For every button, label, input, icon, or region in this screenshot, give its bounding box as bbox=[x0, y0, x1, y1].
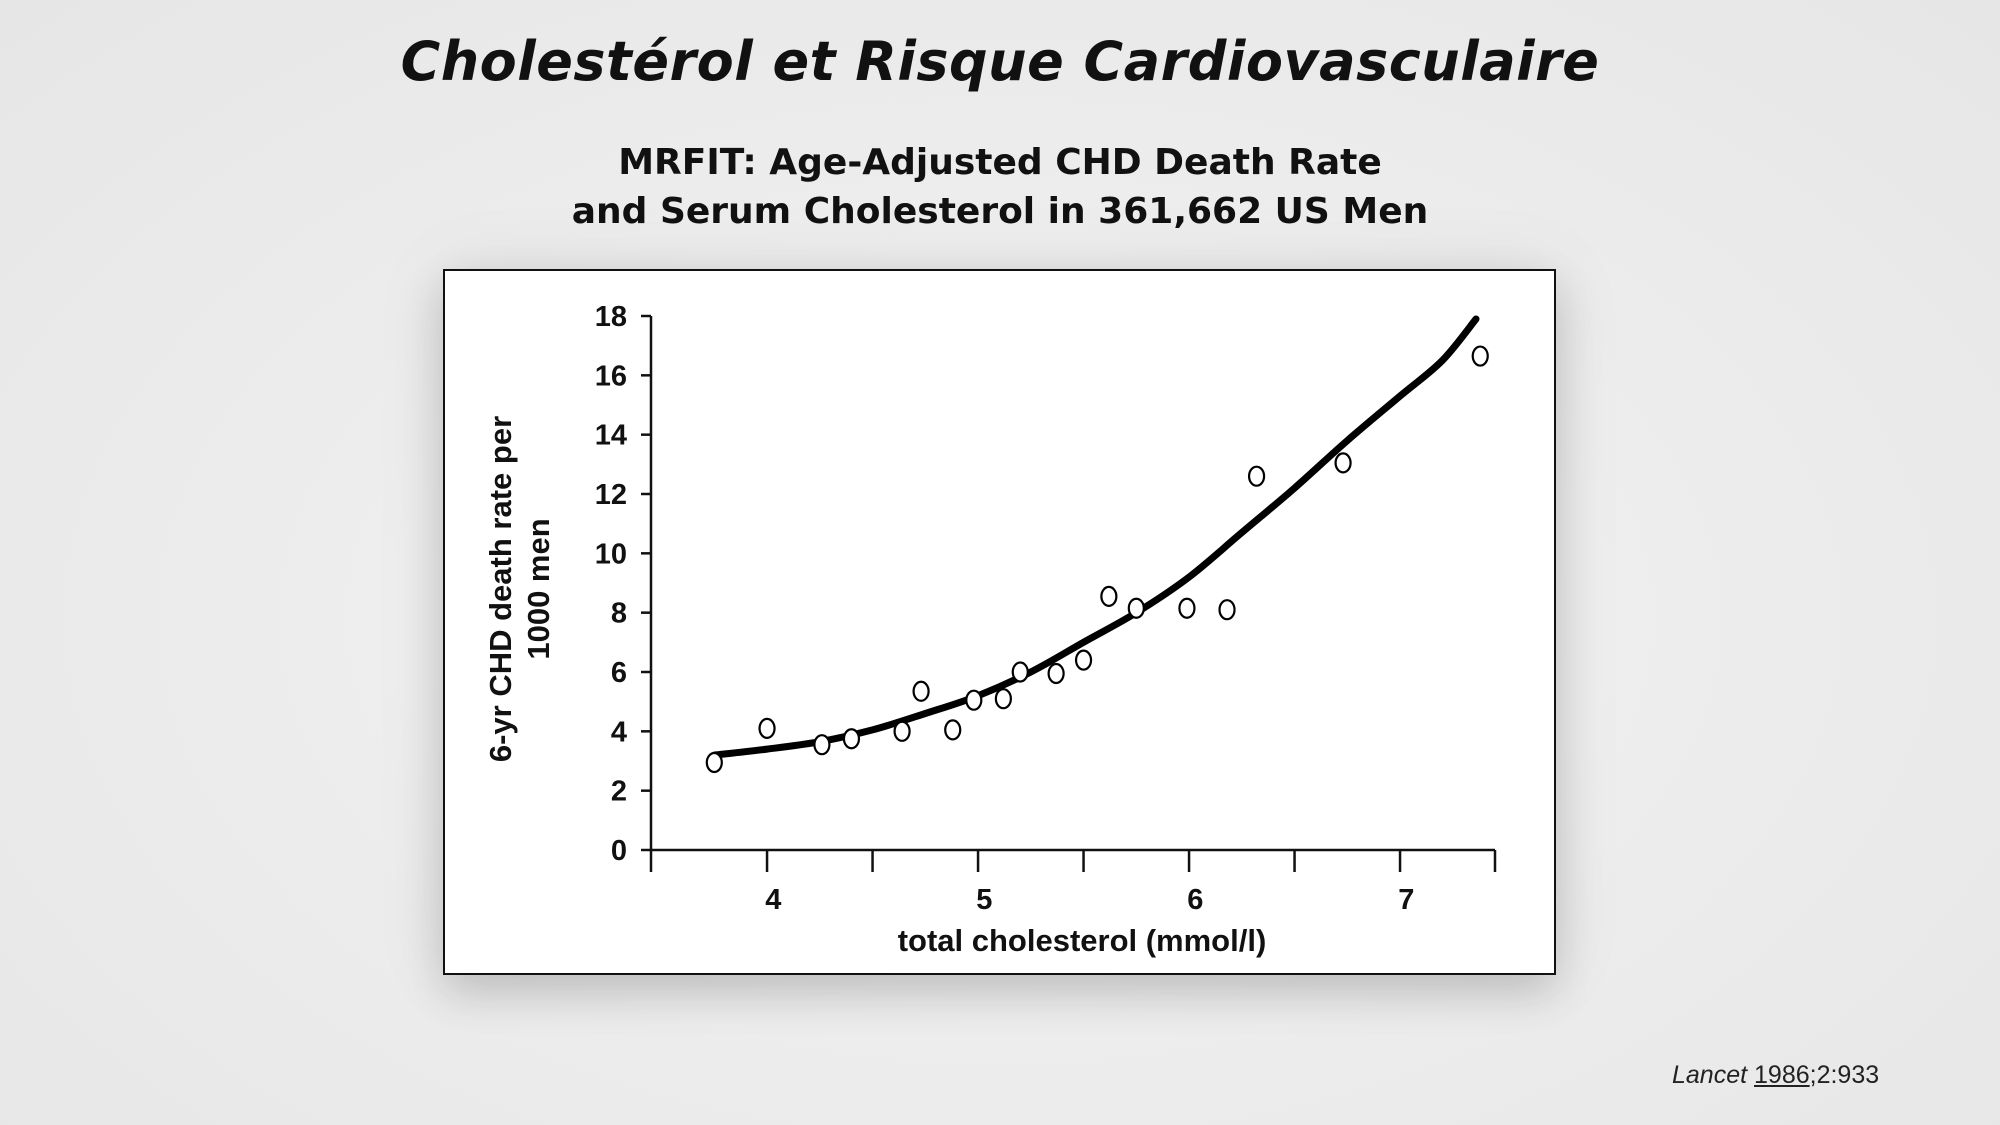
data-point bbox=[758, 717, 776, 739]
data-point bbox=[1334, 452, 1352, 474]
data-point bbox=[1100, 585, 1118, 607]
data-point bbox=[912, 680, 930, 702]
fitted-curve bbox=[710, 315, 1480, 759]
data-point bbox=[1218, 599, 1236, 621]
data-point bbox=[842, 728, 861, 750]
data-point bbox=[813, 734, 831, 756]
y-tick-label: 6 bbox=[611, 657, 627, 689]
y-tick-label: 4 bbox=[611, 716, 627, 748]
data-point bbox=[1011, 661, 1029, 683]
citation: Lancet 1986;2:933 bbox=[1672, 1061, 1879, 1090]
subtitle-line-2: and Serum Cholesterol in 361,662 US Men bbox=[571, 191, 1429, 232]
axes: 0 2 4 6 8 10 12 14 16 18 4 5 6 7 bbox=[595, 301, 1497, 916]
y-tick-label: 0 bbox=[611, 835, 627, 867]
data-point bbox=[1127, 597, 1145, 619]
data-point bbox=[705, 751, 723, 774]
y-tick-label: 10 bbox=[595, 538, 627, 570]
chart-panel: 0 2 4 6 8 10 12 14 16 18 4 5 6 7 total cholesterol (m… bbox=[443, 269, 1556, 975]
y-tick-label: 2 bbox=[611, 776, 627, 808]
citation-journal: Lancet bbox=[1672, 1061, 1748, 1089]
data-point bbox=[994, 688, 1012, 710]
y-tick-label: 18 bbox=[595, 301, 627, 333]
chart-subtitle: MRFIT: Age-Adjusted CHD Death Rate and S… bbox=[500, 138, 1500, 236]
data-point bbox=[1178, 597, 1196, 619]
data-point bbox=[1074, 649, 1093, 671]
data-point bbox=[1047, 662, 1065, 685]
data-point bbox=[893, 720, 911, 742]
citation-volume: ;2:933 bbox=[1809, 1061, 1880, 1089]
slide-title: Cholestérol et Risque Cardiovasculaire bbox=[400, 30, 1600, 93]
x-tick-label: 4 bbox=[765, 884, 781, 916]
data-point bbox=[1247, 465, 1266, 487]
axis-labels: total cholesterol (mmol/l) 6-yr CHD deat… bbox=[483, 416, 1266, 958]
data-point bbox=[965, 689, 983, 711]
fitted-curve-group bbox=[710, 315, 1480, 759]
data-point bbox=[1471, 345, 1489, 367]
subtitle-line-1: MRFIT: Age-Adjusted CHD Death Rate bbox=[618, 142, 1382, 183]
y-tick-label: 12 bbox=[595, 479, 627, 511]
y-tick-label: 16 bbox=[595, 360, 627, 392]
data-point bbox=[944, 719, 962, 741]
y-tick-label: 14 bbox=[595, 420, 627, 452]
y-axis-label-line-1: 6-yr CHD death rate per bbox=[483, 416, 518, 762]
citation-year: 1986 bbox=[1754, 1061, 1810, 1089]
data-points bbox=[705, 345, 1489, 774]
x-tick-label: 6 bbox=[1187, 884, 1203, 916]
scatter-chart: 0 2 4 6 8 10 12 14 16 18 4 5 6 7 total cholesterol (m… bbox=[483, 301, 1497, 958]
y-tick-label: 8 bbox=[611, 598, 627, 630]
x-tick-label: 5 bbox=[976, 884, 992, 916]
x-tick-label: 7 bbox=[1398, 884, 1414, 916]
x-axis-label: total cholesterol (mmol/l) bbox=[898, 923, 1267, 958]
y-axis-label-line-2: 1000 men bbox=[521, 518, 556, 659]
